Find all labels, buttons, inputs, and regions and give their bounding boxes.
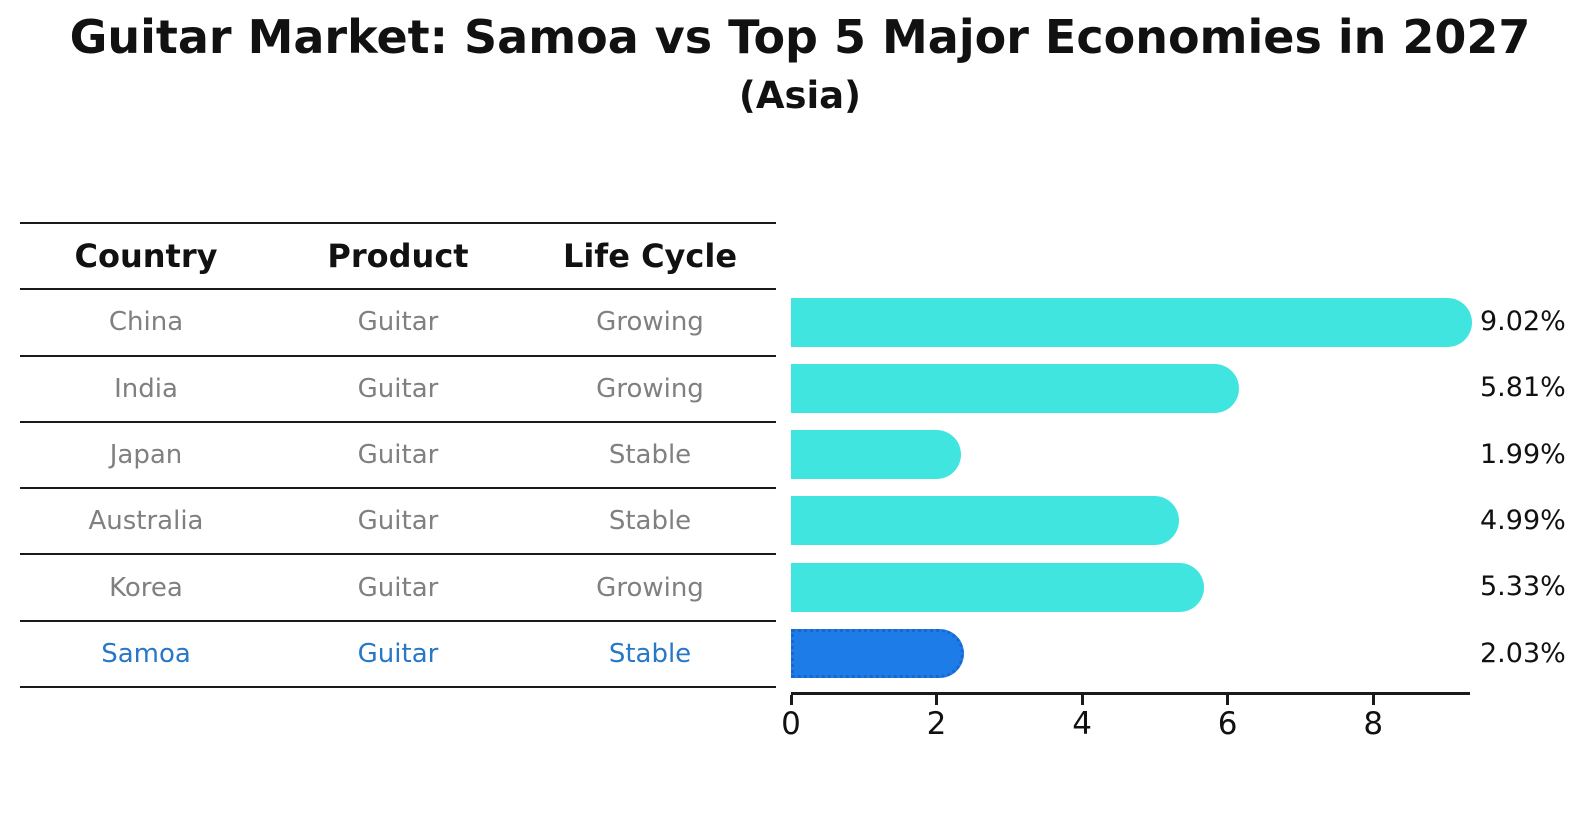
x-axis-tick-label: 2 — [926, 706, 947, 742]
x-axis-tick-label: 4 — [1072, 706, 1092, 742]
table-row-australia: Australia Guitar Stable — [20, 489, 776, 556]
x-axis-tick — [789, 695, 793, 705]
table-cell: Stable — [608, 506, 692, 537]
bar-india — [791, 363, 1239, 413]
table-cell: Guitar — [357, 373, 439, 404]
table-row-china: China Guitar Growing — [20, 290, 776, 357]
bar-china — [791, 297, 1473, 347]
chart-title: Guitar Market: Samoa vs Top 5 Major Econ… — [69, 10, 1531, 64]
column-header: Country — [74, 237, 218, 276]
column-header: Life Cycle — [562, 237, 738, 276]
bar-japan — [791, 430, 961, 480]
column-header: Product — [327, 237, 469, 276]
chart-subtitle: (Asia) — [738, 74, 862, 117]
bar-value-label: 5.81% — [1480, 372, 1566, 404]
table-cell: Stable — [608, 440, 692, 471]
table-row-korea: Korea Guitar Growing — [20, 555, 776, 622]
table-cell: Australia — [88, 506, 204, 537]
table-cell: Japan — [109, 440, 183, 471]
x-axis-tick — [1080, 695, 1084, 705]
x-axis-tick-label: 0 — [781, 706, 801, 742]
bar-samoa — [791, 629, 964, 678]
data-table: Country Product Life Cycle China Guitar Growi… — [20, 222, 776, 689]
x-axis-tick-label: 8 — [1363, 706, 1384, 742]
table-cell: Samoa — [101, 638, 191, 669]
table-row-india: India Guitar Growing — [20, 357, 776, 423]
x-axis-line — [791, 692, 1470, 695]
table-cell: Guitar — [357, 638, 439, 669]
x-axis-tick — [1371, 695, 1375, 705]
bar-korea — [791, 562, 1204, 612]
x-axis-tick — [1226, 695, 1230, 705]
table-cell: Stable — [608, 638, 692, 669]
table-cell: Growing — [596, 572, 704, 603]
table-cell: Korea — [109, 572, 183, 603]
bar-value-label: 1.99% — [1480, 438, 1566, 470]
table-cell: China — [108, 307, 184, 338]
x-axis-tick — [935, 695, 939, 705]
table-cell: Guitar — [357, 307, 439, 338]
table-cell: Growing — [596, 373, 704, 404]
table-cell: Guitar — [357, 440, 439, 471]
bar-value-label: 2.03% — [1480, 637, 1566, 669]
bar-value-label: 9.02% — [1480, 306, 1566, 337]
table-header-row: Country Product Life Cycle — [20, 224, 776, 291]
table-row-samoa: Samoa Guitar Stable — [20, 622, 776, 689]
table-cell: Guitar — [357, 506, 439, 537]
x-axis-tick-label: 6 — [1217, 706, 1238, 742]
table-cell: Guitar — [357, 572, 439, 603]
table-cell: India — [114, 373, 178, 404]
bar-value-label: 4.99% — [1480, 504, 1566, 536]
table-row-japan: Japan Guitar Stable — [20, 423, 776, 490]
bar-value-label: 5.33% — [1480, 571, 1566, 603]
table-cell: Growing — [596, 307, 704, 338]
bar-australia — [791, 496, 1180, 546]
